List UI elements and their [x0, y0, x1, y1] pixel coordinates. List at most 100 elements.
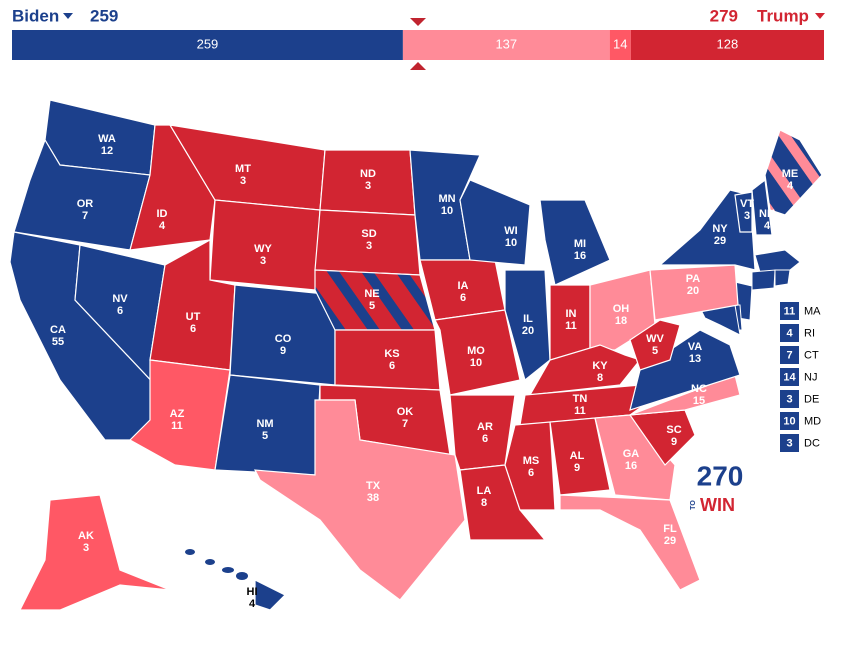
- state-shape[interactable]: [649, 264, 739, 321]
- state-abbr: WV: [646, 333, 664, 345]
- state-votes: 8: [597, 372, 603, 384]
- state-abbr: CA: [50, 324, 66, 336]
- state-abbr: MI: [574, 238, 586, 250]
- state-shape[interactable]: [253, 399, 466, 601]
- state-abbr: IL: [523, 313, 533, 325]
- state-votes: 4: [787, 180, 794, 192]
- small-state-box[interactable]: [780, 346, 799, 364]
- state-votes: 3: [365, 180, 371, 192]
- small-state-box[interactable]: [780, 368, 799, 386]
- bar-segment-label: 14: [613, 36, 627, 51]
- small-state-votes: 14: [783, 371, 796, 383]
- small-state-votes: 3: [786, 393, 792, 405]
- state-votes: 3: [366, 240, 372, 252]
- state-shape[interactable]: [594, 414, 676, 501]
- state-abbr: NY: [712, 223, 728, 235]
- state-abbr: WI: [504, 225, 517, 237]
- state-votes: 10: [470, 357, 482, 369]
- state-abbr: AK: [78, 530, 94, 542]
- small-state-votes: 7: [786, 349, 792, 361]
- state-votes: 10: [441, 205, 453, 217]
- state-votes: 3: [83, 542, 89, 554]
- state-abbr: NV: [112, 293, 128, 305]
- bar-segment: [12, 30, 403, 60]
- state-votes: 10: [505, 237, 517, 249]
- state-shape[interactable]: [254, 579, 287, 611]
- tally-bar: 259 137 14 128: [12, 30, 824, 60]
- state-abbr: NM: [256, 418, 273, 430]
- state-abbr: ND: [360, 168, 376, 180]
- left-candidate[interactable]: Biden: [12, 6, 59, 25]
- small-states-legend: 11 MA 4 RI 7 CT 14 NJ 3 DE 10 MD 3 DC: [780, 302, 821, 452]
- small-state-abbr: MA: [804, 305, 821, 317]
- small-state-abbr: MD: [804, 415, 821, 427]
- left-total: 259: [90, 6, 118, 25]
- state-abbr: WY: [254, 243, 272, 255]
- state-shape[interactable]: [549, 417, 611, 496]
- state-abbr: ME: [782, 168, 799, 180]
- state-shape[interactable]: [754, 249, 801, 273]
- state-votes: 7: [402, 418, 408, 430]
- small-state-box[interactable]: [780, 412, 799, 430]
- state-votes: 6: [389, 360, 395, 372]
- state-shape[interactable]: [504, 269, 551, 382]
- small-state-box[interactable]: [780, 302, 799, 320]
- state-shape[interactable]: [434, 309, 521, 396]
- right-candidate[interactable]: Trump: [757, 6, 809, 25]
- state-abbr: MS: [523, 455, 540, 467]
- state-votes: 18: [615, 315, 627, 327]
- state-shape[interactable]: [504, 421, 556, 511]
- small-state-box[interactable]: [780, 390, 799, 408]
- midpoint-marker: [410, 62, 426, 70]
- state-abbr: AR: [477, 421, 493, 433]
- state-shape[interactable]: [459, 464, 547, 541]
- state-votes: 16: [574, 250, 586, 262]
- state-shape[interactable]: [559, 494, 701, 591]
- state-votes: 20: [522, 325, 534, 337]
- state-votes: 13: [689, 353, 701, 365]
- state-shape[interactable]: [334, 329, 441, 391]
- state-shape[interactable]: [539, 199, 611, 286]
- bar-segment: [609, 30, 631, 60]
- left-dropdown[interactable]: [63, 13, 73, 19]
- state-shape[interactable]: [751, 178, 773, 236]
- state-votes: 6: [482, 433, 488, 445]
- state-abbr: UT: [186, 311, 201, 323]
- state-abbr: NH: [759, 208, 775, 220]
- state-abbr: NC: [691, 383, 707, 395]
- state-votes: 16: [625, 460, 637, 472]
- state-votes: 11: [171, 420, 183, 432]
- state-abbr: SD: [361, 228, 376, 240]
- state-abbr: KS: [384, 348, 399, 360]
- bar-segment: [630, 30, 824, 60]
- state-shape[interactable]: [751, 269, 776, 291]
- state-abbr: HI: [247, 586, 258, 598]
- state-shape[interactable]: [129, 359, 231, 471]
- state-votes: 55: [52, 336, 64, 348]
- state-abbr: IA: [458, 280, 469, 292]
- state-votes: 9: [671, 436, 677, 448]
- state-votes: 29: [664, 535, 676, 547]
- logo-to: TO: [690, 500, 697, 510]
- state-shape[interactable]: [629, 319, 681, 371]
- state-votes: 4: [159, 220, 166, 232]
- small-state-box[interactable]: [780, 324, 799, 342]
- state-abbr: IN: [566, 308, 577, 320]
- bar-segment-label: 137: [495, 36, 517, 51]
- state-shape[interactable]: [629, 329, 741, 411]
- right-dropdown[interactable]: [815, 13, 825, 19]
- state-votes: 15: [693, 395, 705, 407]
- small-state-box[interactable]: [780, 434, 799, 452]
- state-shape[interactable]: [774, 269, 791, 287]
- small-state-abbr: RI: [804, 327, 815, 339]
- state-abbr: KY: [592, 360, 608, 372]
- state-shape[interactable]: [19, 494, 171, 611]
- state-shape[interactable]: [734, 191, 753, 233]
- state-votes: 3: [744, 210, 750, 222]
- small-state-shapes: [699, 249, 801, 336]
- state-votes: 6: [117, 305, 123, 317]
- state-shape[interactable]: [459, 179, 531, 266]
- state-votes: 7: [82, 210, 88, 222]
- state-shape[interactable]: [764, 129, 823, 216]
